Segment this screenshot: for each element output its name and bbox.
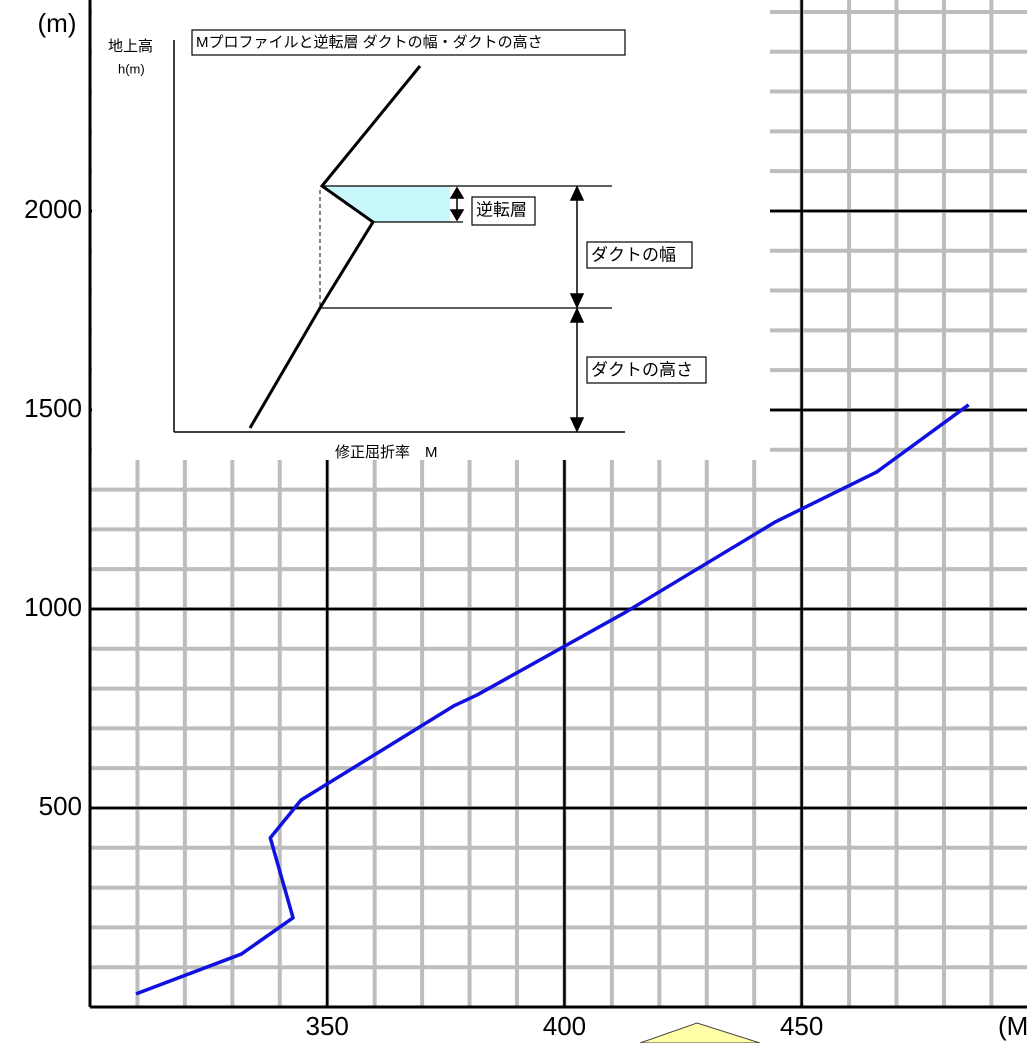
inset-y-unit: h(m)	[118, 61, 145, 76]
decoration	[639, 1022, 761, 1043]
label-box	[586, 356, 707, 384]
m-profile	[248, 65, 422, 429]
arrows	[449, 185, 585, 433]
x-tick-label: 450	[780, 1011, 823, 1041]
label-box	[586, 241, 693, 269]
inset-diagram: Mプロファイルと逆転層 ダクトの幅・ダクトの高さ 地上高 h(m) 逆転層 ダク…	[92, 0, 770, 461]
x-axis-label: (M)	[998, 1011, 1027, 1041]
inversion-fill	[322, 186, 450, 222]
inversion-label: 逆転層	[476, 200, 527, 219]
inset-y-label: 地上高	[108, 38, 153, 55]
x-tick-label: 350	[306, 1011, 349, 1041]
y-tick-label: 2000	[24, 194, 82, 224]
inset-x-label: 修正屈折率 M	[335, 444, 438, 461]
inset-title-box	[191, 29, 626, 56]
y-tick-label: 1500	[24, 393, 82, 423]
duct-height-label: ダクトの高さ	[591, 360, 693, 379]
label-box	[471, 196, 536, 226]
y-tick-label: 500	[39, 791, 82, 821]
inset-title: Mプロファイルと逆転層 ダクトの幅・ダクトの高さ	[196, 34, 543, 51]
data-line	[135, 403, 970, 996]
y-axis-label: (m)	[38, 8, 77, 38]
inset-background	[92, 0, 770, 460]
y-tick-label: 1000	[24, 592, 82, 622]
x-tick-label: 400	[543, 1011, 586, 1041]
duct-width-label: ダクトの幅	[591, 245, 676, 264]
